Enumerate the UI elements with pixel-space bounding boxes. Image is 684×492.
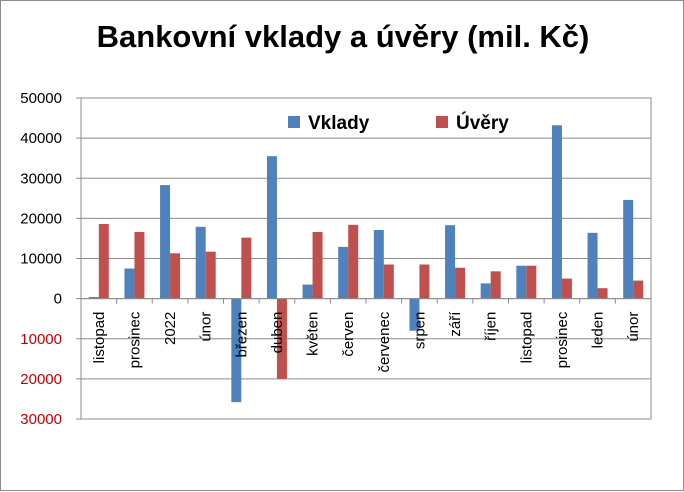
bar-vklady — [124, 268, 135, 299]
bar-uvery — [490, 271, 501, 299]
y-tick-label: 20000 — [20, 371, 62, 388]
x-category-label: únor — [625, 312, 642, 342]
y-tick-label: 20000 — [20, 210, 62, 227]
bar-vklady — [373, 230, 384, 299]
bar-vklady — [551, 125, 562, 299]
y-tick-label: 50000 — [20, 90, 62, 107]
x-category-label: březen — [233, 312, 250, 358]
bar-vklady — [266, 156, 277, 299]
x-category-label: leden — [590, 312, 607, 349]
x-category-label: červenec — [376, 311, 393, 372]
bar-vklady — [587, 232, 598, 299]
bar-uvery — [419, 264, 430, 299]
bar-uvery — [98, 223, 109, 299]
x-category-label: prosinec — [126, 311, 143, 368]
legend-label-uvery: Úvěry — [456, 112, 509, 134]
bar-vklady — [409, 298, 420, 331]
bar-uvery — [134, 232, 145, 299]
y-tick-label: 30000 — [20, 170, 62, 187]
bar-uvery — [241, 237, 252, 299]
x-category-label: únor — [198, 312, 215, 342]
x-category-label: červen — [340, 312, 357, 357]
legend-swatch-vklady — [288, 116, 300, 128]
legend-swatch-uvery — [436, 116, 448, 128]
bar-uvery — [205, 251, 216, 299]
bar-uvery — [633, 280, 644, 299]
bar-uvery — [455, 267, 466, 299]
x-category-label: květen — [305, 312, 322, 356]
x-category-label: prosinec — [554, 311, 571, 368]
bar-uvery — [526, 265, 537, 299]
y-tick-label: 30000 — [20, 411, 62, 428]
chart-title: Bankovní vklady a úvěry (mil. Kč) — [96, 19, 590, 54]
bar-vklady — [302, 284, 313, 299]
y-tick-label: 10000 — [20, 331, 62, 348]
y-tick-label: 10000 — [20, 251, 62, 268]
x-category-label: duben — [269, 312, 286, 354]
bar-uvery — [383, 264, 394, 299]
bar-vklady — [231, 298, 242, 403]
bar-uvery — [348, 224, 359, 299]
bar-uvery — [312, 232, 323, 299]
bar-uvery — [276, 298, 287, 379]
bar-vklady — [338, 246, 349, 299]
x-category-label: říjen — [483, 312, 500, 341]
bar-vklady — [516, 265, 527, 299]
bar-vklady — [160, 185, 171, 299]
legend-label-vklady: Vklady — [308, 113, 370, 134]
y-tick-label: 0 — [54, 291, 62, 308]
x-category-label: srpen — [411, 312, 428, 350]
bar-vklady — [195, 226, 206, 299]
bar-uvery — [561, 278, 572, 299]
bar-vklady — [480, 283, 491, 299]
x-category-label: 2022 — [162, 312, 179, 345]
bar-vklady — [88, 297, 99, 299]
x-category-label: listopad — [518, 312, 535, 364]
x-category-label: září — [447, 311, 464, 337]
bar-vklady — [445, 225, 456, 299]
bar-uvery — [170, 253, 181, 299]
x-category-label: listopad — [91, 312, 108, 364]
bar-uvery — [597, 288, 608, 299]
y-tick-label: 40000 — [20, 130, 62, 147]
bar-vklady — [623, 199, 634, 299]
